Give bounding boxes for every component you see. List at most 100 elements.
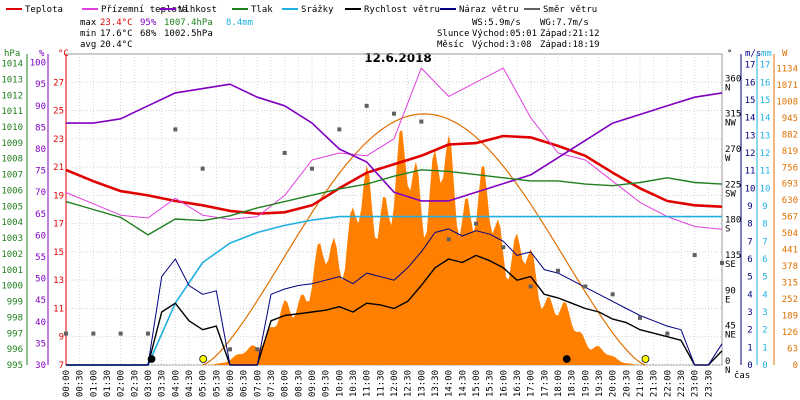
wm2-tick-14: 882 [782, 130, 798, 140]
ms-tick-5: 5 [747, 273, 752, 283]
degree-tick-1: 45 [725, 322, 736, 332]
solar-theoretical-curve [202, 113, 646, 366]
mm-tick-16: 16 [760, 78, 771, 88]
degree-dir-5: SW [725, 189, 736, 199]
wind-direction-point-1 [91, 331, 96, 336]
x-tick-label-43: 21:30 [650, 370, 660, 397]
hpa-tick-18: 1013 [1, 75, 23, 85]
x-tick-label-6: 03:00 [144, 370, 154, 397]
degree-dir-2: E [725, 295, 730, 305]
mm-tick-9: 9 [762, 202, 767, 212]
celsius-tick-4: 15 [53, 248, 64, 258]
info-wind-speed: WS:5.9m/s [472, 18, 521, 28]
axis-label-degrees: ° [727, 49, 732, 59]
wm2-tick-11: 693 [782, 180, 798, 190]
wm2-tick-17: 1071 [776, 81, 798, 91]
wm2-tick-16: 1008 [776, 97, 798, 107]
degree-dir-7: NW [725, 119, 736, 129]
wind-direction-point-3 [146, 331, 150, 336]
ms-tick-4: 4 [747, 290, 752, 300]
x-tick-label-41: 20:30 [622, 370, 632, 397]
x-tick-label-25: 12:30 [404, 370, 414, 397]
degree-dir-8: N [725, 83, 730, 93]
wm2-tick-4: 252 [782, 295, 798, 305]
percent-tick-11: 85 [35, 123, 46, 133]
stats-block: max 23.4°C 95% 1007.4hPa 8.4mm min 17.6°… [80, 18, 253, 50]
x-tick-label-11: 05:30 [212, 370, 222, 397]
wind-direction-point-2 [118, 331, 123, 336]
series-line-precipitation [66, 215, 722, 366]
degree-dir-0: N [725, 366, 730, 376]
mm-tick-14: 14 [760, 114, 771, 124]
celsius-tick-10: 27 [53, 78, 64, 88]
hpa-tick-0: 995 [7, 361, 23, 371]
legend-label-pressure: Tlak [251, 5, 273, 15]
x-tick-label-4: 02:00 [117, 370, 127, 397]
wm2-tick-9: 567 [782, 213, 798, 223]
mm-tick-0: 0 [762, 361, 767, 371]
grid [65, 53, 723, 366]
mm-tick-2: 2 [762, 326, 767, 336]
mm-tick-11: 11 [760, 167, 771, 177]
degree-dir-3: SE [725, 260, 736, 270]
wind-direction-point-15 [474, 221, 478, 226]
ms-tick-9: 9 [747, 202, 752, 212]
ms-tick-11: 11 [745, 167, 756, 177]
celsius-tick-3: 13 [53, 276, 64, 286]
hpa-tick-12: 1007 [1, 171, 23, 181]
wm2-tick-3: 189 [782, 312, 798, 322]
degree-tick-7: 315 [725, 110, 741, 120]
info-sunset: Západ:21:12 [540, 29, 600, 39]
wind-direction-point-5 [200, 166, 205, 171]
x-tick-label-37: 18:30 [568, 370, 578, 397]
degree-tick-3: 135 [725, 251, 741, 261]
axis-label-wm2: W [782, 49, 788, 59]
legend-label-ground-temperature: Přízemní teplota [101, 5, 188, 15]
percent-tick-13: 95 [35, 80, 46, 90]
x-tick-label-20: 10:00 [335, 370, 345, 397]
x-tick-label-24: 12:00 [390, 370, 400, 397]
x-tick-label-18: 09:00 [308, 370, 318, 397]
legend-label-humidity: Vlhkost [179, 5, 217, 15]
x-tick-label-1: 00:30 [76, 370, 86, 397]
ms-tick-0: 0 [747, 361, 752, 371]
x-tick-label-8: 04:00 [171, 370, 181, 397]
wm2-tick-15: 945 [782, 114, 798, 124]
axis-label-celsius: °C [58, 49, 69, 59]
ms-tick-12: 12 [745, 149, 756, 159]
degree-tick-0: 0 [725, 357, 730, 367]
x-tick-label-22: 11:00 [363, 370, 373, 397]
wind-direction-point-8 [282, 150, 287, 155]
x-tick-label-45: 22:30 [677, 370, 687, 397]
wm2-tick-5: 315 [782, 279, 798, 289]
hpa-tick-10: 1005 [1, 202, 23, 212]
ms-tick-7: 7 [747, 237, 752, 247]
series-line-temperature [65, 134, 723, 215]
celsius-tick-2: 11 [53, 304, 64, 314]
ms-tick-8: 8 [747, 220, 752, 230]
x-tick-label-16: 08:00 [281, 370, 291, 397]
percent-tick-14: 100 [30, 59, 46, 69]
wind-direction-point-23 [692, 253, 697, 258]
wind-direction-point-6 [228, 347, 232, 352]
wind-direction-point-0 [64, 331, 68, 336]
x-tick-label-23: 11:30 [376, 370, 386, 397]
celsius-tick-8: 23 [53, 135, 64, 145]
moonrise-marker [147, 355, 156, 363]
x-tick-label-34: 17:00 [527, 370, 537, 397]
stats-max-label: max [80, 18, 97, 28]
axis-label-percent: % [39, 49, 45, 59]
wm2-tick-12: 756 [782, 163, 798, 173]
x-tick-label-32: 16:00 [499, 370, 509, 397]
wind-direction-point-24 [720, 260, 724, 265]
stats-precipitation: 8.4mm [226, 18, 253, 28]
ms-tick-17: 17 [745, 61, 756, 71]
ms-tick-14: 14 [745, 114, 756, 124]
percent-tick-4: 50 [35, 275, 46, 285]
x-tick-label-12: 06:00 [226, 370, 236, 397]
celsius-tick-0: 7 [59, 361, 64, 371]
stats-max-humidity: 95% [140, 18, 157, 28]
hpa-tick-14: 1009 [1, 139, 23, 149]
x-tick-label-46: 23:00 [691, 370, 701, 397]
wm2-tick-7: 441 [782, 246, 798, 256]
